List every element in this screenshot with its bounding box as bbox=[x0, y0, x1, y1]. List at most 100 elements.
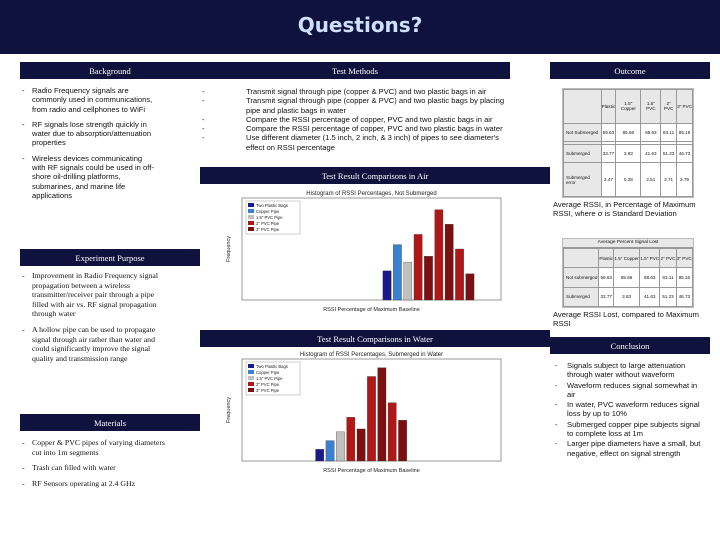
methods-bullet: Transmit signal through pipe (copper & P… bbox=[200, 96, 505, 115]
conclusion-bullet: Waveform reduces signal somewhat in air bbox=[555, 381, 705, 400]
chart-xlabel: RSSI Percentage of Maximum Baseline bbox=[323, 468, 420, 474]
table-cell: 46.73 bbox=[675, 286, 694, 308]
table-cell: 3.71 bbox=[660, 162, 678, 197]
legend-swatch bbox=[248, 382, 254, 386]
table-header-cell: 1.5" Copper bbox=[615, 89, 642, 124]
table-cell: 41.63 bbox=[640, 143, 662, 164]
table-cell: 3.83 bbox=[615, 143, 642, 164]
table-cell: 41.63 bbox=[639, 286, 661, 308]
table-header-cell: 1.5" Copper bbox=[613, 247, 641, 269]
chart-bar bbox=[413, 234, 423, 301]
legend-label: Two Plastic Bags bbox=[256, 364, 288, 369]
table-cell: Submerged error bbox=[563, 162, 602, 197]
table-header-cell: 1.5" PVC bbox=[639, 247, 661, 269]
table-cell: 0.28 bbox=[615, 162, 642, 197]
legend-box bbox=[245, 200, 301, 235]
table-cell: Submerged bbox=[562, 286, 600, 308]
table-header-cell: 2" PVC bbox=[659, 247, 677, 269]
legend-swatch bbox=[248, 203, 254, 207]
methods-bullet: Compare the RSSI percentage of copper, P… bbox=[200, 115, 505, 125]
legend-swatch bbox=[248, 215, 254, 219]
page-title: Questions? bbox=[297, 13, 423, 37]
purpose-list: Improvement in Radio Frequency signal pr… bbox=[22, 271, 170, 369]
table-cell: 68.63 bbox=[640, 122, 662, 142]
legend-label: 3" PVC Pipe bbox=[256, 388, 280, 393]
table-header-cell: 1.5" PVC bbox=[640, 89, 662, 124]
table-header-cell: 2" PVC bbox=[660, 89, 678, 124]
table-cell: Not submerged bbox=[562, 267, 600, 288]
table-cell: 68.63 bbox=[639, 267, 661, 288]
chart-bar bbox=[444, 224, 454, 301]
chart-bar bbox=[393, 244, 402, 301]
table-row: Submerged 33.77 3.83 41.63 51.23 46.73 bbox=[562, 286, 694, 308]
table-row: Not Submerged 59.63 85.66 68.63 83.11 85.16 bbox=[563, 122, 693, 142]
background-bullet: Radio Frequency signals are commonly use… bbox=[22, 86, 157, 114]
outcome-table-1: Plastic 1.5" Copper 1.5" PVC 2" PVC 3" PVC No… bbox=[562, 88, 694, 198]
chart-xlabel: RSSI Percentage of Maximum Baseline bbox=[323, 307, 420, 313]
background-bullet: RF signals lose strength quickly in wate… bbox=[22, 120, 157, 148]
methods-list: Transmit signal through pipe (copper & P… bbox=[200, 87, 505, 152]
conclusion-bullet: Signals subject to large attenuation thr… bbox=[555, 361, 705, 380]
materials-bullet: Trash can filled with water bbox=[22, 463, 170, 473]
table-cell: Not Submerged bbox=[563, 122, 602, 142]
chart-bar bbox=[387, 402, 397, 462]
table-cell: 59.63 bbox=[598, 267, 615, 288]
table-cell: 59.63 bbox=[600, 122, 617, 142]
legend-swatch bbox=[248, 364, 254, 368]
background-bullet: Wireless devices communicating with RF s… bbox=[22, 154, 157, 200]
purpose-header: Experiment Purpose bbox=[20, 249, 200, 266]
chart-ylabel: Frequency bbox=[226, 397, 232, 423]
methods-bullet: Compare the RSSI percentage of copper, P… bbox=[200, 124, 505, 134]
table-cell: 3.79 bbox=[676, 162, 693, 197]
legend-box bbox=[245, 361, 301, 396]
table-cell: 33.77 bbox=[598, 286, 615, 308]
legend-swatch bbox=[248, 221, 254, 225]
chart-bar bbox=[424, 256, 433, 301]
chart-title: Histogram of RSSI Percentages, Submerged… bbox=[300, 352, 443, 358]
air-histogram: Histogram of RSSI Percentages, Not Subme… bbox=[222, 188, 507, 314]
chart-bar bbox=[382, 270, 392, 301]
conclusion-bullet: In water, PVC waveform reduces signal lo… bbox=[555, 400, 705, 419]
purpose-bullet: Improvement in Radio Frequency signal pr… bbox=[22, 271, 170, 319]
title-bar bbox=[0, 0, 720, 54]
legend-label: 2" PVC Pipe bbox=[256, 221, 280, 226]
table-cell: 85.16 bbox=[676, 122, 693, 142]
chart-bar bbox=[398, 420, 407, 462]
chart-bar bbox=[336, 431, 345, 462]
table-row: Submerged 33.77 3.83 41.63 51.23 46.73 bbox=[563, 143, 693, 164]
chart-ylabel: Frequency bbox=[226, 236, 232, 262]
outcome-table-2-title: Average Percent Signal Lost bbox=[563, 239, 693, 248]
background-list: Radio Frequency signals are commonly use… bbox=[22, 86, 157, 206]
materials-list: Copper & PVC pipes of varying diameters … bbox=[22, 438, 170, 494]
chart-bar bbox=[367, 376, 376, 462]
table-cell: Submerged bbox=[563, 143, 602, 164]
table-cell: 46.73 bbox=[676, 143, 693, 164]
chart-bar bbox=[356, 428, 366, 462]
legend-label: 1.5" PVC Pipe bbox=[256, 376, 283, 381]
chart-bar bbox=[403, 261, 413, 301]
legend-label: Copper Pipe bbox=[256, 209, 280, 214]
materials-header: Materials bbox=[20, 414, 200, 431]
table-header-cell bbox=[563, 89, 602, 124]
chart-bar bbox=[465, 273, 475, 301]
table-cell: 51.23 bbox=[659, 286, 677, 308]
chart-bar bbox=[346, 417, 356, 462]
outcome-caption-2: Average RSSI Lost, compared to Maximum R… bbox=[553, 310, 699, 329]
chart-title: Histogram of RSSI Percentages, Not Subme… bbox=[306, 191, 436, 197]
legend-label: 2" PVC Pipe bbox=[256, 382, 280, 387]
chart-bar bbox=[315, 449, 324, 462]
methods-bullet: Transmit signal through pipe (copper & P… bbox=[200, 87, 505, 97]
water-histogram-svg: Histogram of RSSI Percentages, Submerged… bbox=[226, 352, 502, 474]
methods-bullet: Use different diameter (1.5 inch, 2 inch… bbox=[200, 133, 505, 152]
table-cell: 85.66 bbox=[615, 122, 642, 142]
water-result-header: Test Result Comparisons in Water bbox=[200, 330, 550, 347]
legend-label: 1.5" PVC Pipe bbox=[256, 215, 283, 220]
table-header-cell: Plastic bbox=[598, 247, 615, 269]
table-cell: 2.47 bbox=[600, 162, 617, 197]
purpose-bullet: A hollow pipe can be used to propagate s… bbox=[22, 325, 170, 363]
table-header-cell bbox=[562, 247, 600, 269]
table-header-cell: 3" PVC bbox=[676, 89, 693, 124]
legend-swatch bbox=[248, 376, 254, 380]
